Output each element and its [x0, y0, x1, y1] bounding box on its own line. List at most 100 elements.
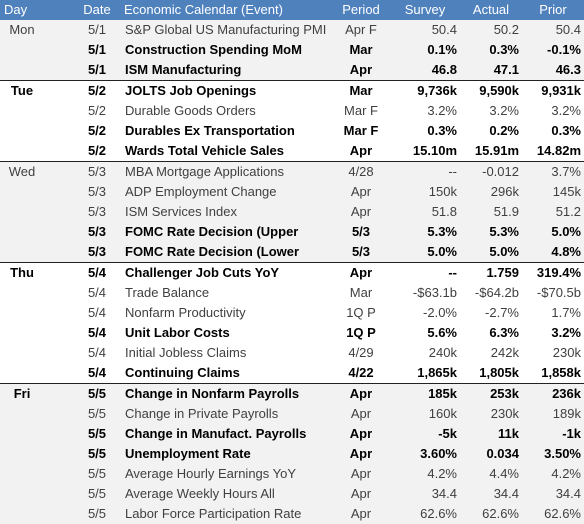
date: 5/2: [87, 123, 107, 138]
actual: 51.9: [460, 202, 522, 222]
table-body: Mon 5/1 S&P Global US Manufacturing PMI Apr…: [0, 20, 584, 524]
event: Challenger Job Cuts YoY: [120, 262, 332, 283]
calendar-row: Mon 5/1 S&P Global US Manufacturing PMI Apr…: [0, 20, 584, 40]
date: 5/4: [87, 325, 107, 340]
period: Apr: [332, 504, 390, 524]
survey: 15.10m: [412, 143, 457, 158]
survey: 51.8: [390, 202, 460, 222]
day: Wed: [0, 161, 74, 182]
period: Apr: [332, 444, 390, 464]
date: 5/5: [74, 504, 120, 524]
event: Construction Spending MoM: [120, 40, 332, 60]
day-empty: [0, 40, 74, 60]
actual: 5.0%: [460, 242, 522, 263]
period: Apr: [332, 404, 390, 424]
calendar-row: 5/5 Labor Force Participation Rate Apr 62.6…: [0, 504, 584, 524]
date: 5/4: [87, 305, 107, 320]
actual: 230k: [460, 404, 522, 424]
period: Mar: [332, 80, 390, 101]
header-row: Day Date Economic Calendar (Event) Period Su…: [0, 0, 584, 20]
event: Durables Ex Transportation: [125, 123, 295, 138]
prior: 319.4%: [522, 262, 584, 283]
event: Wards Total Vehicle Sales: [125, 143, 284, 158]
actual: 5.3%: [460, 222, 522, 242]
day-empty: [0, 283, 74, 303]
survey: 0.1%: [390, 40, 460, 60]
calendar-row: 5/4 Continuing Claims 4/22 1,865k 1,805k 1,85…: [0, 363, 584, 384]
day: Fri: [0, 383, 74, 404]
survey: 5.3%: [390, 222, 460, 242]
survey: 62.6%: [390, 504, 460, 524]
survey: 5.6%: [427, 325, 457, 340]
actual: 11k: [460, 424, 522, 444]
survey: 3.2%: [427, 103, 457, 118]
calendar-row: 5/4 Unit Labor Costs 1Q P 5.6% 6.3% 3.2%: [0, 323, 584, 343]
event: Change in Nonfarm Payrolls: [120, 383, 332, 404]
calendar-row: 5/5 Average Hourly Earnings YoY Apr 4.2% 4.4…: [0, 464, 584, 484]
actual: 4.4%: [460, 464, 522, 484]
actual: 6.3%: [489, 325, 519, 340]
event: ADP Employment Change: [120, 182, 332, 202]
calendar-row: 5/4 Trade Balance Mar -$63.1b -$64.2b -$70.5b: [0, 283, 584, 303]
actual: 15.91m: [474, 143, 519, 158]
actual: 253k: [460, 383, 522, 404]
event: Unemployment Rate: [120, 444, 332, 464]
prior: -1k: [522, 424, 584, 444]
calendar-row: 5/3 ADP Employment Change Apr 150k 296k 145k: [0, 182, 584, 202]
actual: 50.2: [460, 20, 522, 40]
actual: 296k: [460, 182, 522, 202]
survey: 4.2%: [390, 464, 460, 484]
column-header: Economic Calendar (Event): [120, 0, 332, 20]
prior: 145k: [522, 182, 584, 202]
column-header: Prior: [522, 0, 584, 20]
prior: 3.7%: [522, 161, 584, 182]
actual: 3.2%: [489, 103, 519, 118]
date: 5/5: [74, 424, 120, 444]
survey: 34.4: [390, 484, 460, 504]
day-empty: [0, 182, 74, 202]
date: 5/2: [87, 143, 107, 158]
date: 5/5: [74, 484, 120, 504]
date: 5/3: [74, 161, 120, 182]
date: 5/2: [87, 103, 107, 118]
calendar-row: 5/2 Durables Ex Transportation Mar F 0.3% 0.…: [0, 121, 584, 141]
actual: 0.034: [460, 444, 522, 464]
day-empty: [0, 464, 74, 484]
actual: 1.759: [460, 262, 522, 283]
day-empty: [0, 504, 74, 524]
prior: -$70.5b: [536, 285, 581, 300]
calendar-row: 5/1 ISM Manufacturing Apr 46.8 47.1 46.3: [0, 60, 584, 81]
date: 5/3: [74, 242, 120, 263]
prior: 0.3%: [551, 123, 581, 138]
day-empty: [0, 242, 74, 263]
period: Apr: [332, 484, 390, 504]
day-empty: [0, 404, 74, 424]
calendar-row: Fri 5/5 Change in Nonfarm Payrolls Apr 185k 2…: [0, 383, 584, 404]
prior: 4.8%: [522, 242, 584, 263]
date: 5/1: [74, 20, 120, 40]
prior: 62.6%: [522, 504, 584, 524]
period: 1Q P: [346, 305, 376, 320]
prior: 9,931k: [522, 80, 584, 101]
prior: 46.3: [522, 60, 584, 81]
date: 5/4: [74, 262, 120, 283]
event: Labor Force Participation Rate: [120, 504, 332, 524]
calendar-row: 5/3 FOMC Rate Decision (Upper 5/3 5.3% 5.3% 5…: [0, 222, 584, 242]
prior: -0.1%: [522, 40, 584, 60]
prior: 189k: [522, 404, 584, 424]
event: MBA Mortgage Applications: [120, 161, 332, 182]
calendar-row: Tue 5/2 JOLTS Job Openings Mar 9,736k 9,590k 9…: [0, 80, 584, 101]
date: 5/2: [74, 80, 120, 101]
actual: 1,805k: [479, 365, 519, 380]
prior: 4.2%: [522, 464, 584, 484]
date: 5/3: [74, 202, 120, 222]
event: ISM Manufacturing: [120, 60, 332, 81]
calendar-row: 5/3 FOMC Rate Decision (Lower 5/3 5.0% 5.0% 4…: [0, 242, 584, 263]
day-empty: [0, 141, 74, 162]
prior: 14.82m: [536, 143, 581, 158]
event: Continuing Claims: [125, 365, 240, 380]
event: Change in Private Payrolls: [120, 404, 332, 424]
survey: 9,736k: [390, 80, 460, 101]
